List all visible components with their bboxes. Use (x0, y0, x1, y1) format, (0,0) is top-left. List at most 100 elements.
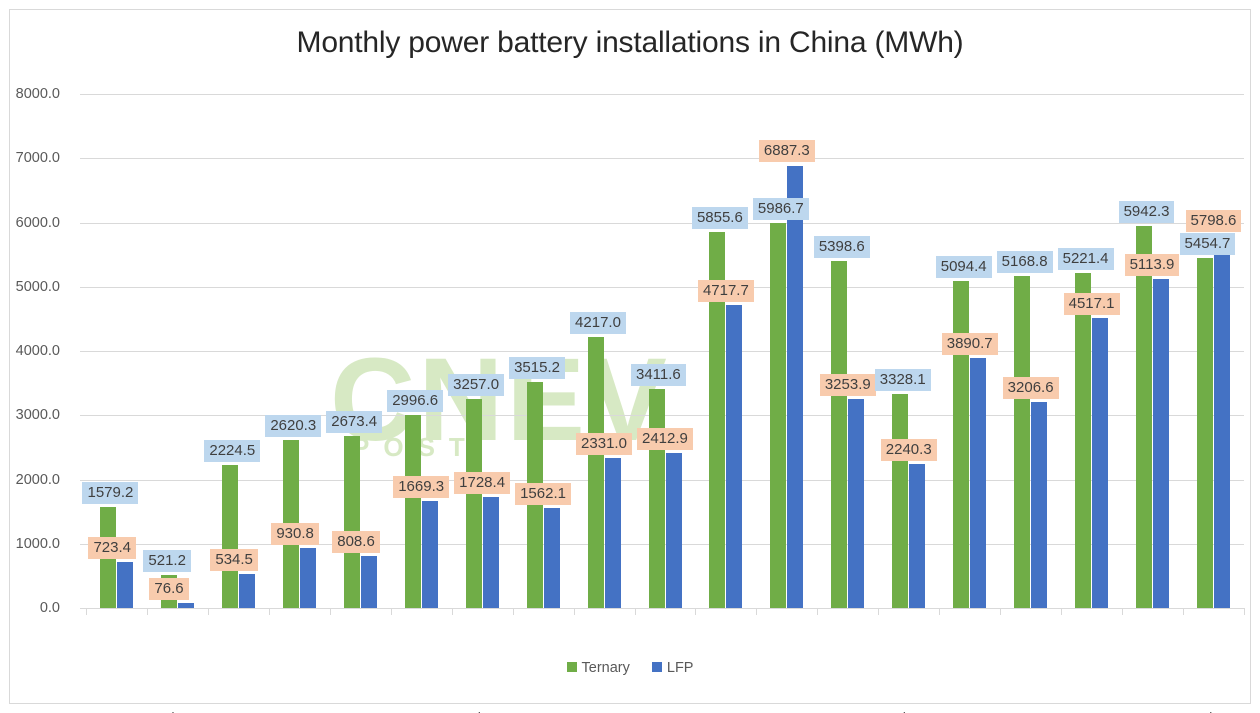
data-label-lfp: 76.6 (149, 578, 189, 601)
data-label-lfp: 534.5 (210, 548, 258, 571)
bar-ternary[interactable] (892, 394, 909, 608)
bar-lfp[interactable] (299, 548, 316, 608)
bar-lfp[interactable] (482, 496, 499, 608)
x-axis-separator (451, 608, 453, 615)
bar-ternary[interactable] (465, 398, 482, 608)
y-axis-tick (80, 158, 86, 160)
legend-label: Ternary (581, 660, 630, 677)
bar-ternary[interactable] (404, 415, 421, 608)
legend-label: LFP (666, 660, 694, 677)
x-axis-separator (1122, 608, 1124, 615)
x-axis-separator (207, 608, 209, 615)
y-axis-label: 7000.0 (15, 150, 60, 167)
y-axis-tick (80, 286, 86, 288)
bar-lfp[interactable] (665, 452, 682, 608)
data-label-ternary: 3257.0 (448, 373, 505, 396)
data-label-ternary: 5398.6 (813, 236, 870, 259)
y-axis-tick (80, 222, 86, 224)
bar-ternary[interactable] (221, 465, 238, 608)
x-axis-label: Apr-20 (278, 711, 322, 713)
bar-ternary[interactable] (1197, 257, 1214, 608)
data-label-lfp: 3253.9 (819, 373, 876, 396)
gridline (86, 158, 1244, 160)
gridline (86, 608, 1244, 609)
data-label-lfp: 2331.0 (576, 433, 632, 456)
bar-lfp[interactable] (909, 464, 926, 608)
bar-lfp[interactable] (1214, 235, 1231, 608)
legend-swatch-icon (651, 662, 662, 673)
x-axis-separator (1061, 608, 1063, 615)
gridline (86, 222, 1244, 224)
gridline (86, 351, 1244, 352)
bar-lfp[interactable] (726, 304, 743, 608)
data-label-ternary: 5855.6 (691, 206, 748, 229)
x-axis-separator (756, 608, 758, 615)
x-axis-label: May-21 (1067, 711, 1115, 713)
x-axis-separator (1244, 608, 1245, 615)
gridline (86, 543, 1244, 545)
bar-lfp[interactable] (1031, 401, 1048, 608)
chart-title: Monthly power battery installations in C… (296, 26, 964, 59)
bar-ternary[interactable] (1014, 275, 1031, 608)
x-axis-separator (268, 608, 270, 615)
bar-ternary[interactable] (770, 223, 787, 608)
bar-ternary[interactable] (953, 280, 970, 608)
bar-lfp[interactable] (238, 573, 255, 608)
x-axis-separator (329, 608, 331, 615)
bar-lfp[interactable] (543, 507, 560, 608)
gridline (86, 479, 1244, 481)
bar-lfp[interactable] (604, 458, 621, 608)
bar-ternary[interactable] (1075, 272, 1092, 608)
legend-item-lfp[interactable]: LFP (651, 660, 694, 677)
bar-ternary[interactable] (648, 388, 665, 608)
data-label-ternary: 2224.5 (204, 440, 261, 463)
x-axis-label: Dec-20 (764, 711, 811, 713)
data-label-lfp: 1562.1 (515, 482, 571, 505)
data-label-lfp: 3206.6 (1002, 376, 1059, 399)
y-axis-tick (80, 351, 86, 352)
y-axis-tick (80, 415, 86, 417)
data-label-ternary: 2620.3 (265, 414, 322, 437)
bar-lfp[interactable] (116, 561, 133, 608)
x-axis-label: Feb-20 (154, 711, 200, 713)
y-axis-label: 0.0 (39, 600, 60, 616)
bar-lfp[interactable] (360, 556, 377, 608)
plot-area: 0.0 1000.0 2000.0 3000.0 4000.0 5000.0 6000.0 7… (16, 86, 1245, 713)
data-label-lfp: 1669.3 (393, 475, 450, 498)
bar-lfp[interactable] (421, 500, 438, 608)
legend-item-ternary[interactable]: Ternary (566, 660, 630, 677)
data-label-lfp: 2412.9 (637, 427, 693, 450)
x-axis-label: Jun-21 (1130, 711, 1174, 713)
bar-lfp[interactable] (177, 603, 194, 608)
bar-lfp[interactable] (787, 165, 804, 608)
x-axis-separator (1000, 608, 1002, 615)
data-label-ternary: 3328.1 (874, 369, 931, 392)
x-axis-label: Jul-21 (1194, 711, 1234, 713)
bar-ternary[interactable] (1136, 226, 1153, 608)
bar-ternary[interactable] (343, 436, 360, 608)
bar-lfp[interactable] (1092, 317, 1109, 608)
bar-lfp[interactable] (848, 398, 865, 608)
x-axis-separator (146, 608, 148, 615)
y-axis-tick (80, 543, 86, 545)
x-axis-separator (634, 608, 636, 615)
y-axis-label: 4000.0 (15, 343, 60, 359)
data-label-ternary: 5986.7 (752, 198, 809, 221)
data-label-ternary: 521.2 (143, 549, 191, 572)
x-axis-label: Mar-20 (215, 711, 261, 713)
legend-swatch-icon (566, 662, 577, 673)
data-label-lfp: 3890.7 (941, 333, 998, 356)
bar-lfp[interactable] (970, 358, 987, 608)
data-label-lfp: 930.8 (271, 523, 319, 546)
bar-ternary[interactable] (831, 261, 848, 608)
y-axis-tick (80, 94, 86, 95)
x-axis-separator (573, 608, 575, 615)
y-axis-label: 6000.0 (15, 214, 60, 231)
x-axis-label: Oct-20 (643, 711, 687, 713)
data-label-ternary: 5168.8 (996, 250, 1053, 273)
data-label-lfp: 5798.6 (1185, 210, 1242, 233)
bar-lfp[interactable] (1153, 279, 1170, 608)
bar-ternary[interactable] (709, 231, 726, 608)
bar-ternary[interactable] (587, 337, 604, 608)
